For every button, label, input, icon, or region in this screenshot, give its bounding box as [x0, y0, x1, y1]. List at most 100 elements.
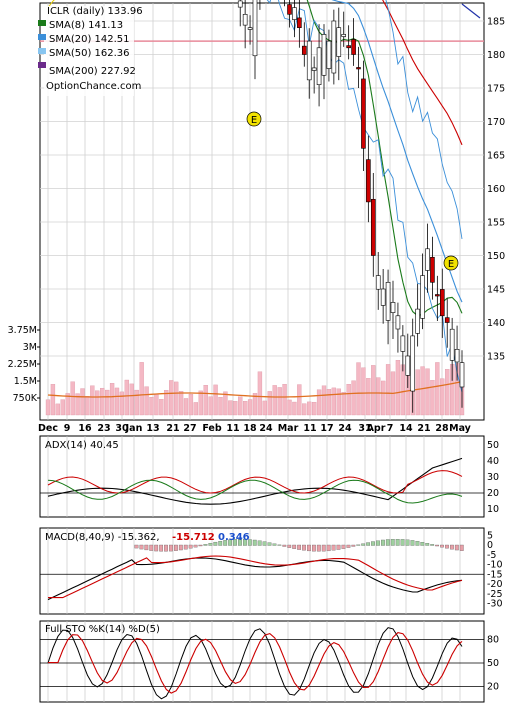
macd-histogram-bar — [297, 544, 302, 550]
sto-tick-label: 50 — [487, 658, 499, 669]
volume-bar — [307, 401, 312, 416]
volume-bar — [311, 401, 317, 416]
volume-bar — [238, 396, 243, 416]
macd-histogram-bar — [459, 544, 464, 551]
candle-body — [292, 7, 297, 20]
axis-labels: 1351401451501551601651701751801853.75M3M… — [8, 17, 506, 693]
macd-histogram-bar — [188, 544, 193, 549]
candle-body — [346, 45, 351, 49]
volume-bar — [178, 391, 184, 416]
x-tick-label: 24 — [259, 423, 273, 434]
x-tick-label: 14 — [399, 423, 413, 434]
x-tick-label: 28 — [435, 423, 449, 434]
price-tick-label: 145 — [487, 285, 505, 296]
volume-bar — [95, 390, 100, 416]
x-tick-label: Apr — [367, 423, 386, 434]
volume-bar — [228, 400, 233, 416]
macd-histogram-bar — [282, 544, 287, 547]
earnings-marker: E — [443, 255, 459, 271]
macd-histogram-bar — [435, 544, 440, 547]
x-tick-label: 16 — [78, 423, 92, 434]
macd-signal-line — [48, 555, 463, 599]
macd-histogram-bar — [331, 544, 336, 551]
macd-histogram-bar — [193, 544, 198, 548]
macd-histogram-bar — [233, 539, 237, 546]
candle-body — [454, 348, 460, 363]
candle-body — [242, 14, 248, 26]
x-tick-label: 21 — [417, 423, 430, 434]
macd-histogram-bar — [287, 544, 292, 548]
volume-bar — [233, 401, 238, 416]
macd-line — [47, 557, 463, 601]
x-tick-label: Dec — [38, 423, 58, 434]
volume-bar — [218, 397, 223, 416]
price-tick-label: 135 — [487, 352, 505, 363]
macd-histogram-bar — [173, 544, 178, 551]
indicator-lines — [40, 0, 484, 700]
volume-bar — [203, 385, 208, 416]
volume-bar — [445, 369, 450, 416]
macd-value-blue: 0.346 — [218, 532, 250, 543]
macd-histogram-bar — [203, 544, 208, 546]
candle-body — [370, 198, 376, 256]
volume-bar — [50, 384, 56, 416]
upper-band-line — [385, 0, 463, 239]
candle-body — [385, 281, 391, 321]
volume-bar — [109, 383, 115, 416]
macd-histogram-bar — [228, 539, 233, 546]
candle-body — [316, 47, 322, 86]
volume-bar — [70, 381, 75, 416]
macd-tick-label: -15 — [487, 569, 503, 580]
volume-bar — [351, 380, 356, 416]
candlesticks — [237, 0, 465, 413]
macd-histogram-bar — [380, 539, 385, 546]
sto-d-line — [48, 631, 463, 694]
volume-bar — [440, 378, 445, 416]
volume-bar — [435, 362, 440, 416]
average-volume-line — [47, 380, 463, 398]
x-tick-label: 31 — [358, 423, 371, 434]
sto-tick-label: 80 — [487, 635, 499, 646]
volume-bar — [292, 401, 297, 416]
volume-bar — [415, 369, 420, 416]
macd-histogram-bar — [178, 544, 183, 551]
macd-histogram-bar — [169, 544, 173, 552]
macd-histogram-bar — [454, 544, 459, 551]
volume-bar — [242, 401, 248, 416]
volume-bar — [400, 364, 406, 416]
candle-body — [439, 289, 445, 317]
candle-body — [435, 294, 440, 297]
x-tick-label: 30 — [115, 423, 129, 434]
macd-histogram-bar — [292, 544, 297, 549]
macd-histogram-bar — [400, 539, 405, 546]
volume-bar — [430, 380, 435, 416]
macd-histogram-bar — [376, 540, 380, 546]
volume-bar — [164, 390, 169, 416]
candle-body — [459, 362, 465, 388]
x-tick-label: 24 — [338, 423, 352, 434]
legend-sma200: SMA(200) 227.92 — [49, 66, 136, 77]
candle-body — [380, 288, 386, 306]
macd-histogram-bar — [238, 539, 242, 546]
volume-bar — [376, 377, 381, 416]
macd-histogram-bar — [223, 540, 228, 546]
candle-body — [400, 335, 406, 352]
candle-body — [237, 0, 243, 8]
candle-body — [390, 302, 396, 313]
legend-sma20: SMA(20) 142.51 — [49, 34, 130, 45]
adx-tick-label: 40 — [487, 456, 499, 467]
sto-label: Full STO %K(14) %D(5) — [45, 624, 160, 635]
macd-histogram-bar — [356, 544, 361, 546]
macd-histogram-bar — [351, 544, 356, 547]
volume-bar — [104, 389, 110, 416]
candle-body — [361, 78, 366, 149]
volume-bar — [282, 384, 287, 416]
x-tick-label: 7 — [387, 423, 394, 434]
sma20-line — [331, 0, 463, 303]
volume-bar — [65, 393, 70, 416]
macd-histogram-bar — [449, 544, 454, 550]
volume-bar — [134, 389, 139, 416]
price-tick-label: 150 — [487, 251, 505, 262]
macd-histogram-bar — [385, 539, 390, 546]
macd-histogram-bar — [272, 543, 277, 546]
